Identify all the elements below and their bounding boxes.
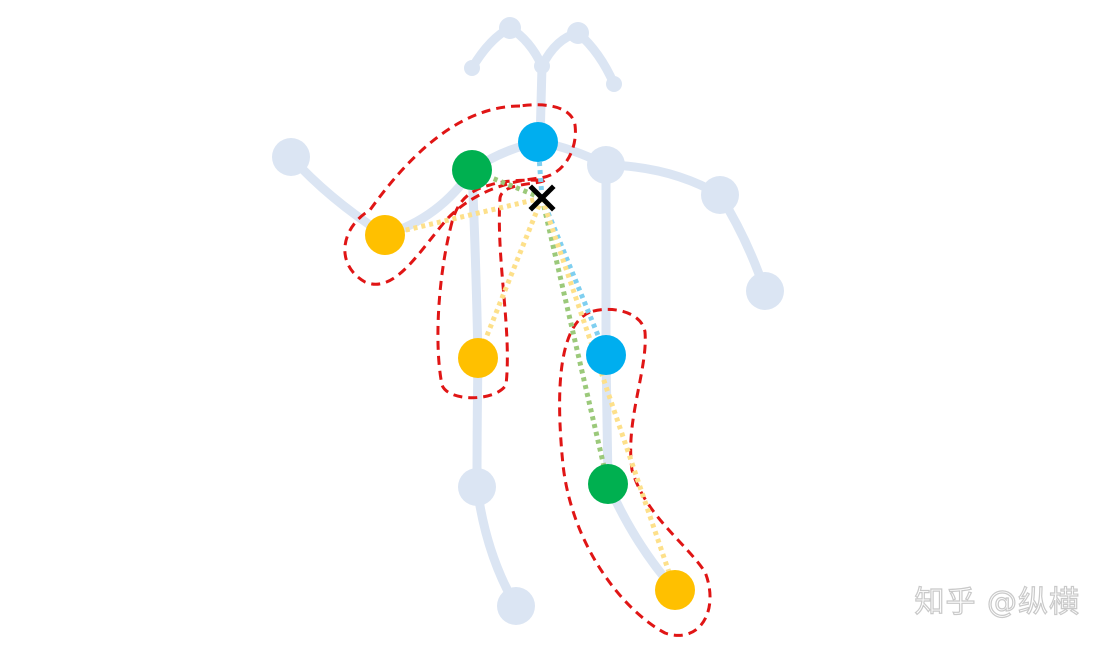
region-outlines [343,103,712,637]
joint-right-hand [746,272,784,310]
keypoint-yellow-right-foot [655,570,695,610]
keypoint-green-right-knee [588,464,628,504]
joint-right-shoulder [587,146,625,184]
skeleton [286,23,770,611]
joint-head-center [534,58,550,74]
joint-right-elbow [701,176,739,214]
skeleton-joints [272,17,784,625]
region-right-leg-outline [558,307,712,637]
link-center-to-green-bottom [539,197,611,485]
joint-head-top-right [567,22,589,44]
watermark: 知乎 @纵横 [914,584,1080,620]
link-center-to-yellow-left [384,195,543,238]
joint-head-right [606,76,622,92]
joint-left-foot [497,587,535,625]
link-center-to-yellow-middle [475,197,545,359]
link-center-to-cyan-top [535,141,545,199]
center-links [384,141,678,591]
keypoint-cyan-right-hip [586,335,626,375]
region-left-torso-outline [436,178,547,400]
keypoint-yellow-left-elbow [365,215,405,255]
skeleton-right-thigh [601,350,613,489]
region-upper-arm-outline [343,103,577,286]
joint-head-left [464,60,480,76]
x-mark-icon [528,184,556,212]
joint-left-hand [272,138,310,176]
keypoint-green-left-shoulder [452,150,492,190]
keypoint-cyan-neck [518,122,558,162]
keypoints [365,122,695,610]
joint-head-top-left [499,17,521,39]
joint-left-knee [458,468,496,506]
link-center-to-yellow-bottom [539,197,678,591]
keypoint-yellow-left-hip [458,338,498,378]
